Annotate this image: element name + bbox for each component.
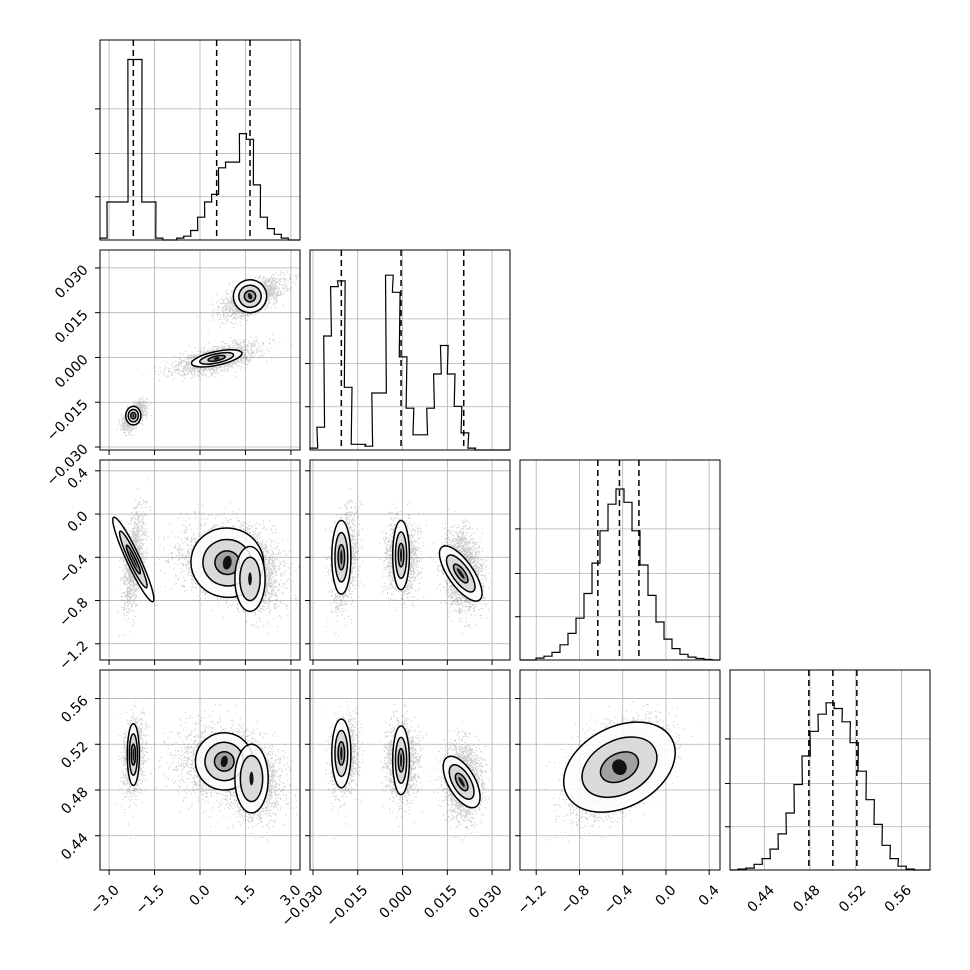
x-tick-label: 0.030 xyxy=(466,882,506,922)
x-tick-label: −3.0 xyxy=(87,882,122,917)
y-tick-label: 0.44 xyxy=(58,830,91,863)
contour-peak xyxy=(132,413,135,418)
panel-frame xyxy=(99,39,301,241)
x-tick-label: 0.015 xyxy=(421,882,461,922)
x-tick-label: 0.0 xyxy=(187,882,214,909)
x-tick-label: 0.44 xyxy=(745,882,778,915)
y-tick-label: 0.56 xyxy=(58,693,91,726)
x-tick-label: 0.0 xyxy=(653,882,680,909)
panel-frame xyxy=(729,669,931,871)
hist-panel-0 xyxy=(95,39,301,241)
hist-panel-2 xyxy=(515,459,721,661)
panel-frame xyxy=(519,669,721,871)
scatter-panel-2-3 xyxy=(515,669,721,875)
x-tick-label: 0.4 xyxy=(696,882,723,909)
scatter-panel-0-2 xyxy=(95,459,301,665)
hist-panel-3 xyxy=(725,669,931,871)
y-tick-label: 0.000 xyxy=(52,352,92,392)
contour-peak xyxy=(222,555,232,570)
histogram-1 xyxy=(309,274,510,451)
contour-peak xyxy=(400,753,403,768)
y-tick-label: 0.48 xyxy=(58,784,91,817)
histogram-3 xyxy=(730,702,930,871)
y-tick-label: 0.030 xyxy=(52,262,92,302)
y-tick-label: 0.0 xyxy=(65,508,92,535)
contour-peak xyxy=(340,549,343,565)
x-tick-label: −0.8 xyxy=(558,882,593,917)
contour-peak xyxy=(249,771,254,786)
x-tick-label: −0.015 xyxy=(323,882,371,930)
scatter-panel-0-3 xyxy=(95,669,301,875)
x-tick-label: −1.2 xyxy=(514,882,549,917)
panel-frame xyxy=(99,459,301,661)
histogram-0 xyxy=(99,58,300,241)
contour-peak xyxy=(400,548,403,563)
panel-frame xyxy=(99,249,301,451)
panel-frame xyxy=(99,669,301,871)
x-tick-label: 0.48 xyxy=(790,882,823,915)
y-tick-label: −1.2 xyxy=(56,638,91,673)
x-tick-label: 1.5 xyxy=(232,882,259,909)
histogram-2 xyxy=(520,488,720,661)
contour-peak xyxy=(132,748,135,761)
y-tick-label: 0.015 xyxy=(52,307,92,347)
panel-frame xyxy=(309,669,511,871)
panel-frame xyxy=(519,459,721,661)
scatter-panel-1-2 xyxy=(305,459,511,665)
contour-peak xyxy=(129,551,138,568)
scatter-panel-0-1 xyxy=(95,249,301,455)
contour-peak xyxy=(247,293,253,300)
x-tick-label: 0.000 xyxy=(376,882,416,922)
x-tick-label: 0.52 xyxy=(836,882,869,915)
panel-frame xyxy=(309,249,511,451)
panel-frame xyxy=(309,459,511,661)
contour-peak xyxy=(220,755,228,768)
scatter-panel-1-3 xyxy=(305,669,511,875)
contour-peak xyxy=(213,356,220,360)
contour-peak xyxy=(456,568,465,579)
y-tick-label: 0.52 xyxy=(58,739,91,772)
y-tick-label: −0.4 xyxy=(56,552,91,587)
x-tick-label: −0.4 xyxy=(601,882,636,917)
y-tick-label: −0.8 xyxy=(56,595,91,630)
contour-peak xyxy=(248,572,252,586)
contour-peak xyxy=(340,746,343,761)
hist-panel-1 xyxy=(305,249,511,451)
x-tick-label: −1.5 xyxy=(133,882,168,917)
x-tick-label: 0.56 xyxy=(882,882,915,915)
y-tick-label: −0.015 xyxy=(44,397,92,445)
contour-peak xyxy=(612,759,627,775)
contour-peak xyxy=(458,776,465,788)
